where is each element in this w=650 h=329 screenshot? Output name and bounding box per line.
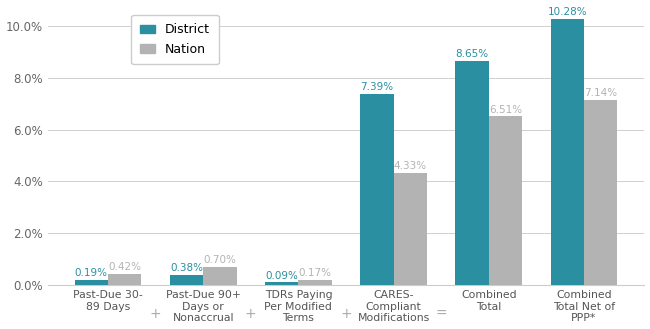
Text: 0.42%: 0.42% xyxy=(108,262,141,272)
Bar xyxy=(584,100,618,285)
Bar xyxy=(394,173,427,285)
Text: =: = xyxy=(436,307,447,321)
Bar xyxy=(265,282,298,285)
Text: 10.28%: 10.28% xyxy=(547,7,587,17)
Text: 6.51%: 6.51% xyxy=(489,105,522,114)
Text: +: + xyxy=(340,307,352,321)
Bar xyxy=(360,94,394,285)
Bar xyxy=(108,274,141,285)
Text: +: + xyxy=(245,307,257,321)
Bar xyxy=(298,280,332,285)
Text: 0.19%: 0.19% xyxy=(75,268,108,278)
Text: 0.70%: 0.70% xyxy=(203,255,237,265)
Text: 7.14%: 7.14% xyxy=(584,89,618,98)
Text: +: + xyxy=(150,307,161,321)
Bar xyxy=(489,116,522,285)
Text: 0.09%: 0.09% xyxy=(265,270,298,281)
Bar xyxy=(170,275,203,285)
Bar xyxy=(551,19,584,285)
Bar xyxy=(203,266,237,285)
Text: 0.17%: 0.17% xyxy=(298,268,332,278)
Bar xyxy=(456,61,489,285)
Bar xyxy=(75,280,108,285)
Text: 7.39%: 7.39% xyxy=(360,82,393,92)
Text: 4.33%: 4.33% xyxy=(394,161,427,171)
Text: 0.38%: 0.38% xyxy=(170,263,203,273)
Legend: District, Nation: District, Nation xyxy=(131,14,219,64)
Text: 8.65%: 8.65% xyxy=(456,49,489,59)
